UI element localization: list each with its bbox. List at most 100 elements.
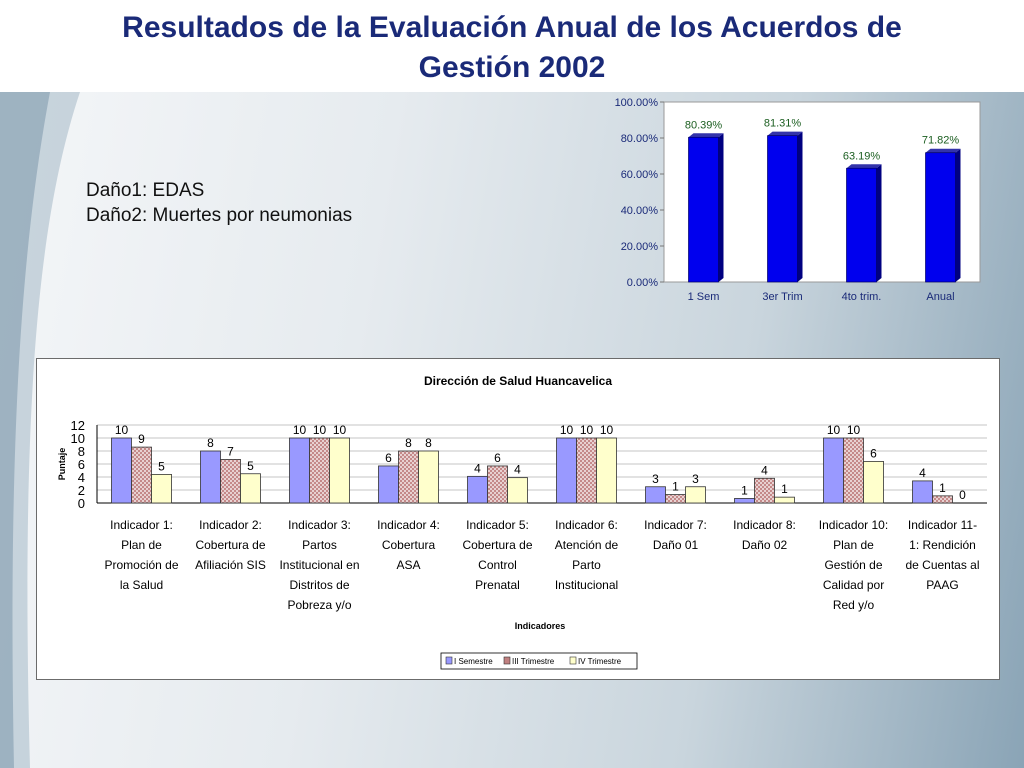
bar-i-semestre [912, 480, 933, 504]
bar-iv-trimestre [507, 477, 528, 504]
y-tick-label: 6 [78, 457, 85, 472]
bar-iv-trimestre [240, 473, 261, 504]
x-tick-label: Promoción de [104, 558, 178, 572]
bar-value-label: 5 [158, 459, 165, 473]
x-tick-label: Partos [302, 538, 337, 552]
x-tick-label: Indicador 6: [555, 518, 618, 532]
bar-i-semestre [556, 437, 577, 504]
y-tick-label: 4 [78, 470, 85, 485]
legend-swatch [503, 656, 511, 665]
bar-value-label: 10 [580, 423, 594, 437]
legend-label: I Semestre [454, 657, 493, 666]
legend-label: IV Trimestre [578, 657, 622, 666]
x-axis-label: Indicadores [515, 621, 566, 631]
bar-value-label: 3 [652, 472, 659, 486]
x-tick-label: Cobertura de [462, 538, 532, 552]
x-tick-label: Institucional [555, 578, 618, 592]
bar-value-label: 6 [870, 446, 877, 460]
bar-value-label: 4 [761, 463, 768, 477]
x-tick-label: Indicador 5: [466, 518, 529, 532]
x-tick-label: Indicador 7: [644, 518, 707, 532]
bar-iii-trimestre [487, 465, 508, 504]
x-tick-label: 1: Rendición [909, 538, 976, 552]
x-tick-label: Plan de [833, 538, 874, 552]
bar-value-label: 10 [115, 423, 129, 437]
bar-top [846, 164, 882, 169]
bar-value-label: 8 [405, 436, 412, 450]
x-tick-label: PAAG [926, 578, 958, 592]
x-tick-label: Plan de [121, 538, 162, 552]
y-tick-label: 100.00% [615, 97, 659, 109]
bar-i-semestre [378, 465, 399, 504]
x-tick-label: Red y/o [833, 598, 875, 612]
y-tick-label: 8 [78, 444, 85, 459]
legend: I Semestre III Trimestre IV Trimestre [440, 652, 638, 670]
x-tick-label: Indicador 1: [110, 518, 173, 532]
bar-iii-trimestre [932, 495, 953, 504]
bar-value-label: 1 [741, 483, 748, 497]
y-tick-label: 40.00% [621, 205, 659, 217]
bar [688, 136, 719, 283]
bar-value-label: 80.39% [685, 119, 723, 131]
x-tick-label: la Salud [120, 578, 163, 592]
bar-iv-trimestre [596, 437, 617, 504]
bar-value-label: 10 [560, 423, 574, 437]
y-tick-label: 10 [71, 431, 85, 446]
x-tick-label: Prenatal [475, 578, 520, 592]
bar [767, 135, 798, 283]
x-tick-label: Indicador 4: [377, 518, 440, 532]
bar-value-label: 4 [474, 461, 481, 475]
bar-value-label: 1 [672, 480, 679, 494]
x-tick-label: Cobertura [382, 538, 436, 552]
x-tick-label: Control [478, 558, 517, 572]
bar-value-label: 7 [227, 444, 234, 458]
bar-top [688, 133, 724, 138]
x-tick-label: Institucional en [279, 558, 359, 572]
bar [925, 152, 956, 283]
bar-iv-trimestre [774, 496, 795, 504]
x-tick-label: Indicador 2: [199, 518, 262, 532]
bar-i-semestre [289, 437, 310, 504]
x-tick-label: 4to trim. [842, 291, 882, 303]
x-tick-label: Indicador 3: [288, 518, 351, 532]
bar-iv-trimestre [863, 461, 884, 504]
y-axis-label: Puntaje [57, 448, 67, 481]
slide-title-line-2: Gestión 2002 [418, 51, 606, 84]
bar-value-label: 4 [514, 463, 521, 477]
x-tick-label: Daño 02 [742, 538, 788, 552]
bar-value-label: 4 [919, 466, 926, 480]
bar-value-label: 10 [313, 423, 327, 437]
bar-side [797, 131, 803, 282]
bar-top [767, 131, 803, 136]
bar-side [876, 164, 882, 282]
legend-swatch [569, 656, 577, 665]
y-tick-label: 80.00% [621, 133, 659, 145]
y-tick-label: 0 [78, 496, 85, 511]
x-tick-label: de Cuentas al [905, 558, 979, 572]
x-tick-label: Afiliación SIS [195, 558, 266, 572]
summary-bar-chart: 0.00% 20.00% 40.00% 60.00% 80.00% 100.00% 80.3… [615, 97, 981, 303]
bar-value-label: 10 [827, 423, 841, 437]
bar-iii-trimestre [309, 437, 330, 504]
legend-notes: Daño1: EDAS Daño2: Muertes por neumonias [86, 178, 352, 228]
x-tick-label: Gestión de [824, 558, 882, 572]
bar-iii-trimestre [131, 446, 152, 504]
bar-i-semestre [823, 437, 844, 504]
bar-i-semestre [111, 437, 132, 504]
bar [846, 167, 877, 283]
indicators-chart-frame: Dirección de Salud Huancavelica 0 2 4 6 8 10 12… [36, 358, 1000, 680]
bar-iv-trimestre [418, 450, 439, 504]
bar-value-label: 10 [847, 423, 861, 437]
bar-value-label: 1 [939, 481, 946, 495]
bar-iv-trimestre [685, 486, 706, 504]
bar-value-label: 8 [207, 436, 214, 450]
x-tick-label: Indicador 11- [908, 518, 977, 532]
legend-label: III Trimestre [512, 657, 555, 666]
x-tick-label: ASA [396, 558, 420, 572]
bar-iii-trimestre [754, 477, 775, 504]
bar-value-label: 8 [425, 436, 432, 450]
bar-value-label: 9 [138, 432, 145, 446]
slide-title-line-1: Resultados de la Evaluación Anual de los… [122, 11, 902, 44]
bar-side [718, 133, 724, 282]
x-tick-label: Distritos de [289, 578, 349, 592]
